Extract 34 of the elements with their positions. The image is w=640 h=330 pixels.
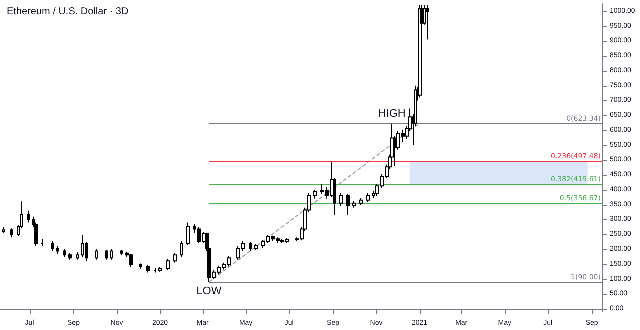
candlestick <box>186 222 190 246</box>
candlestick <box>81 234 84 258</box>
candlestick <box>10 228 13 238</box>
candlestick <box>352 200 356 208</box>
candlestick <box>68 252 72 260</box>
candlestick <box>76 252 79 260</box>
candlestick <box>346 194 350 216</box>
candlestick <box>359 198 363 206</box>
chart-title: Ethereum / U.S. Dollar · 3D <box>7 6 129 18</box>
candlestick <box>254 244 258 251</box>
candlestick <box>56 246 59 254</box>
candlestick <box>120 250 123 256</box>
candlestick <box>158 266 162 272</box>
candlestick <box>426 4 429 40</box>
candlestick <box>105 250 108 260</box>
candlestick <box>110 249 113 260</box>
candlestick <box>95 249 98 260</box>
candlestick <box>51 240 54 252</box>
candlestick <box>173 252 177 264</box>
candlestick <box>63 249 66 258</box>
candlestick <box>166 258 170 271</box>
candlestick <box>41 238 44 248</box>
candlestick <box>366 193 370 203</box>
candlestick <box>129 253 133 268</box>
annotation: HIGH <box>378 108 406 120</box>
candlestick <box>180 240 183 258</box>
candlestick <box>27 210 30 224</box>
candlestick <box>339 193 343 207</box>
annotation: LOW <box>196 286 222 298</box>
candlestick <box>313 189 317 200</box>
candlestick <box>249 242 252 252</box>
candlestick <box>146 264 150 274</box>
candlestick <box>139 263 142 270</box>
candlestick <box>197 226 201 244</box>
